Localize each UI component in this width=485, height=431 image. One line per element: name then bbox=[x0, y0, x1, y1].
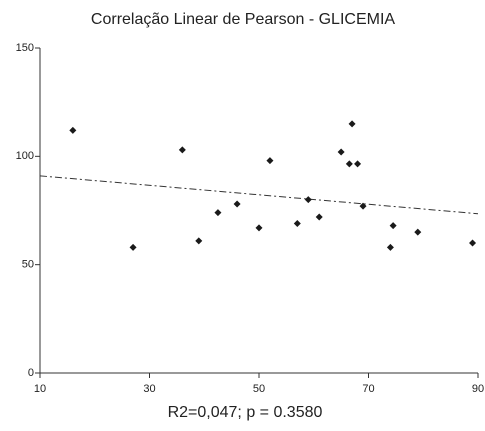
y-tick-label: 0 bbox=[28, 367, 34, 379]
x-tick-label: 50 bbox=[253, 383, 265, 395]
point bbox=[354, 160, 362, 168]
point bbox=[348, 120, 356, 128]
x-tick-label: 70 bbox=[362, 383, 374, 395]
point bbox=[359, 202, 367, 210]
point bbox=[414, 228, 422, 236]
point bbox=[195, 237, 203, 245]
point bbox=[345, 160, 353, 168]
trend-line bbox=[39, 175, 479, 215]
point bbox=[469, 239, 477, 247]
point bbox=[337, 148, 345, 156]
x-tick-label: 10 bbox=[34, 383, 46, 395]
point bbox=[178, 146, 186, 154]
point bbox=[233, 200, 241, 208]
y-tick-label: 100 bbox=[16, 150, 34, 162]
point bbox=[255, 224, 263, 232]
chart-title: Correlação Linear de Pearson - GLICEMIA bbox=[91, 11, 395, 28]
point bbox=[315, 213, 323, 221]
y-tick-label: 50 bbox=[22, 259, 34, 271]
point bbox=[69, 126, 77, 134]
point bbox=[293, 220, 301, 227]
point bbox=[129, 243, 137, 251]
point bbox=[214, 209, 222, 217]
x-tick-label: 30 bbox=[143, 383, 155, 395]
point bbox=[266, 157, 274, 165]
point bbox=[304, 196, 312, 204]
y-tick-label: 150 bbox=[16, 42, 34, 54]
stats-note: R2=0,047; p = 0.3580 bbox=[168, 404, 323, 421]
point bbox=[389, 222, 397, 230]
point bbox=[386, 243, 394, 251]
x-tick-label: 90 bbox=[472, 383, 484, 395]
